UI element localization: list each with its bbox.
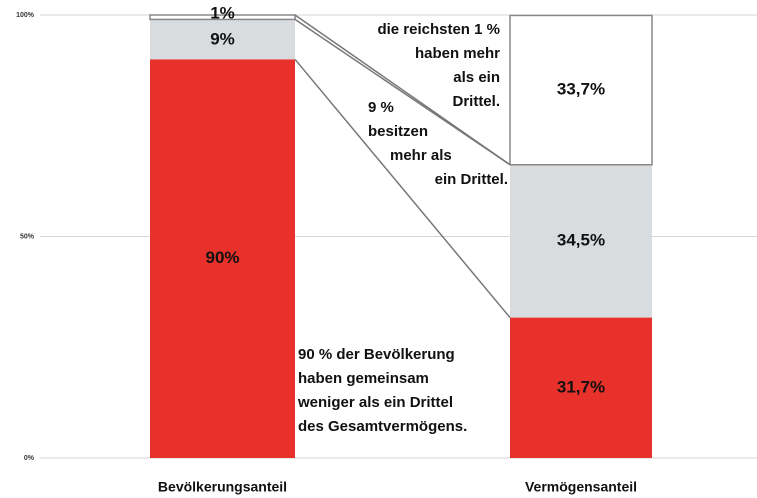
bar-segment xyxy=(150,59,295,459)
annotation: mehr als xyxy=(390,147,452,164)
value-label: 31,7% xyxy=(557,377,605,396)
annotation: haben mehr xyxy=(415,45,500,62)
annotation: die reichsten 1 % xyxy=(377,21,500,38)
y-tick-label: 100% xyxy=(16,12,35,19)
annotation: Drittel. xyxy=(452,93,500,110)
bar-segment xyxy=(509,14,653,166)
bar-segment xyxy=(510,164,652,318)
connector xyxy=(294,58,511,319)
value-label: 33,7% xyxy=(557,80,605,99)
y-tick-label: 0% xyxy=(24,455,35,462)
x-tick-label: Vermögensanteil xyxy=(525,479,637,495)
bar-segment xyxy=(510,317,652,458)
value-label: 34,5% xyxy=(557,231,605,250)
bar-segment xyxy=(149,14,296,21)
value-label: 9% xyxy=(210,29,235,48)
bar-segment xyxy=(150,19,295,60)
annotation: 90 % der Bevölkerung xyxy=(298,346,455,363)
annotation: haben gemeinsam xyxy=(298,370,429,387)
value-label: 90% xyxy=(205,248,239,267)
y-tick-label: 50% xyxy=(20,233,35,240)
x-tick-label: Bevölkerungsanteil xyxy=(158,479,287,495)
annotation: als ein xyxy=(453,69,500,86)
annotation: ein Drittel. xyxy=(435,171,508,188)
connector xyxy=(294,18,511,166)
annotation: weniger als ein Drittel xyxy=(297,394,453,411)
annotation: des Gesamtvermögens. xyxy=(298,418,467,435)
annotation: besitzen xyxy=(368,123,428,140)
annotation: 9 % xyxy=(368,99,394,116)
value-label: 1% xyxy=(210,3,235,22)
